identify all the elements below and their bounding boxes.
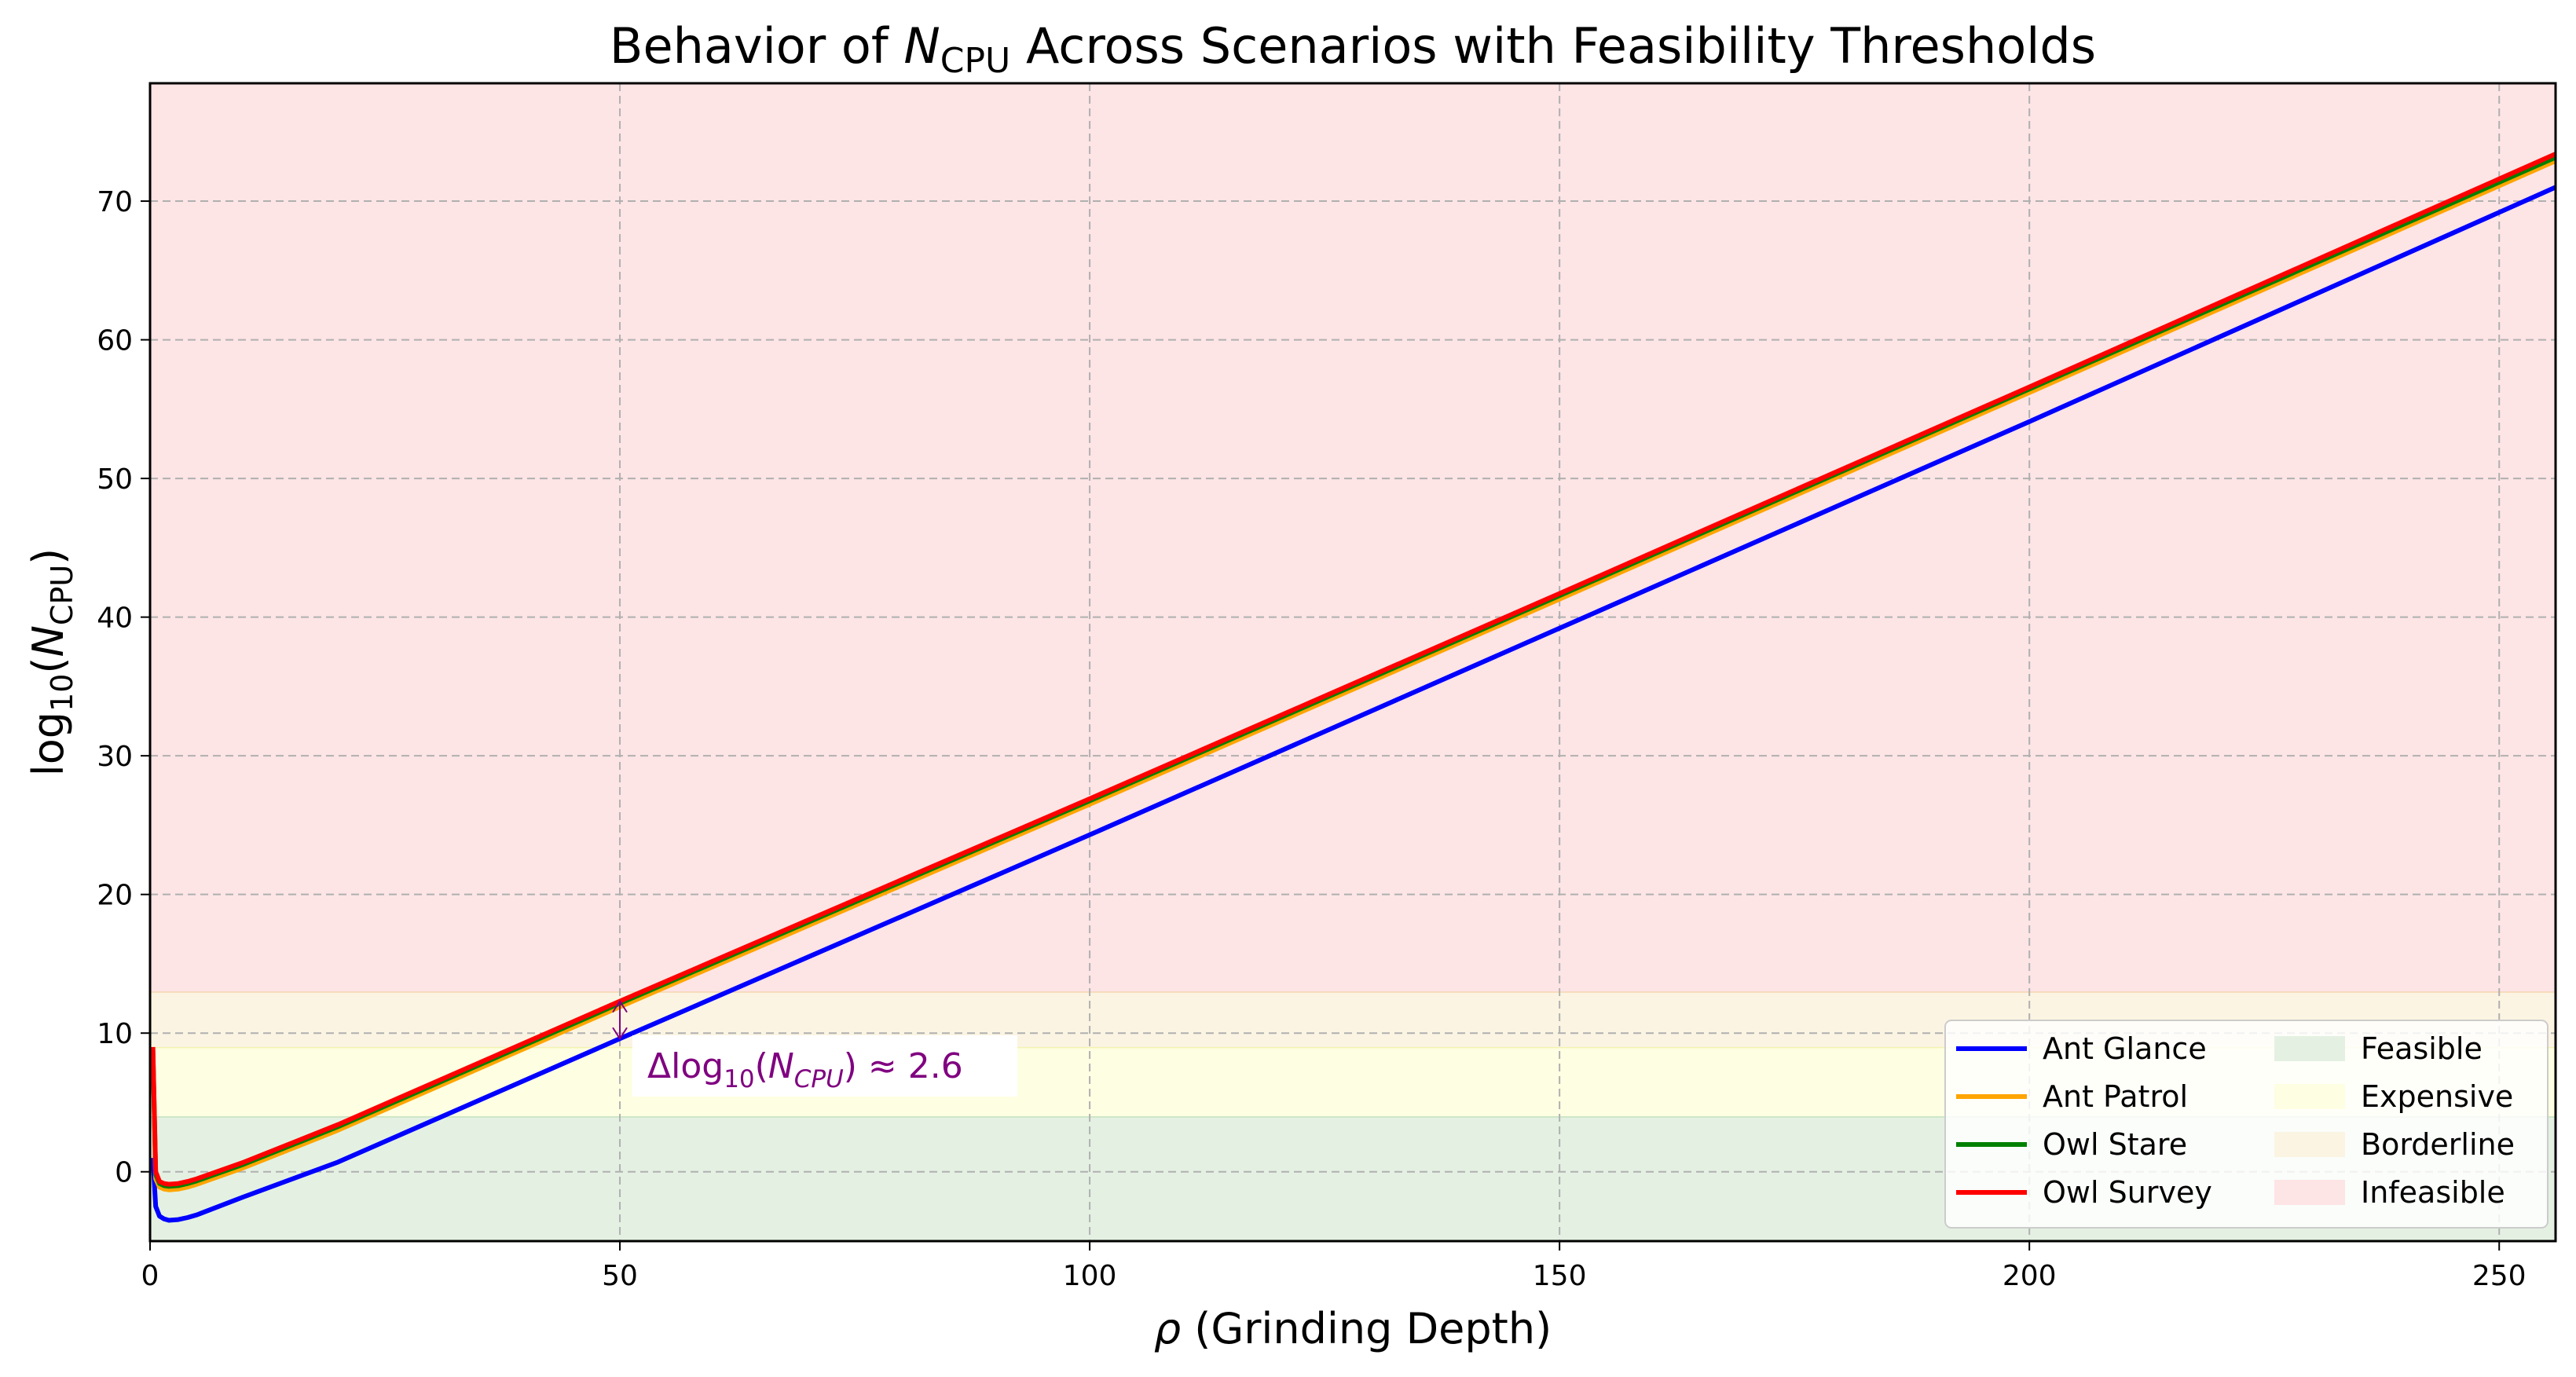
legend-box [1944, 1020, 2549, 1229]
x-tick-label: 100 [1063, 1260, 1117, 1292]
annotation-label: Δlog10(NCPU) ≈ 2.6 [647, 1046, 963, 1093]
legend-swatch-borderline [2274, 1132, 2345, 1157]
y-tick-label: 40 [97, 602, 133, 635]
x-tick-label: 50 [602, 1260, 638, 1292]
delta-annotation: Δlog10(NCPU) ≈ 2.6 [612, 999, 1017, 1097]
legend-series-entries: Ant Glance Ant Patrol Owl Stare Owl Survey [1956, 1031, 2212, 1210]
annotation-arrowhead-bottom [612, 1027, 628, 1041]
legend-label-owl-stare: Owl Stare [2043, 1127, 2187, 1162]
y-axis-label: log10(NCPU) [24, 548, 79, 777]
y-tick-label: 10 [97, 1018, 133, 1050]
x-tick-label: 0 [141, 1260, 159, 1292]
x-tick-label: 250 [2472, 1260, 2527, 1292]
legend-swatch-infeasible [2274, 1180, 2345, 1205]
y-axis-ticks: 0 10 20 30 40 50 60 70 [97, 186, 150, 1189]
x-tick-label: 200 [2003, 1260, 2057, 1292]
legend-swatch-expensive [2274, 1084, 2345, 1109]
region-infeasible [150, 83, 2556, 992]
y-tick-label: 50 [97, 463, 133, 496]
legend-label-feasible: Feasible [2361, 1031, 2483, 1066]
x-axis-ticks: 0 50 100 150 200 250 [141, 1241, 2527, 1292]
x-axis-label: ρ (Grinding Depth) [1154, 1304, 1552, 1353]
legend-label-borderline: Borderline [2361, 1127, 2515, 1162]
series-line-ant-patrol [150, 159, 2556, 1192]
y-tick-label: 60 [97, 325, 133, 357]
legend-label-expensive: Expensive [2361, 1079, 2513, 1114]
y-tick-label: 0 [115, 1157, 133, 1189]
y-tick-label: 30 [97, 741, 133, 773]
y-tick-label: 20 [97, 880, 133, 912]
x-tick-label: 150 [1533, 1260, 1587, 1292]
legend-region-entries: Feasible Expensive Borderline Infeasible [2274, 1031, 2515, 1210]
annotation-arrowhead-top [612, 999, 628, 1013]
series-lines [150, 152, 2556, 1223]
series-line-ant-glance [150, 185, 2556, 1223]
annotation-box [632, 1035, 1017, 1097]
series-line-owl-survey [150, 152, 2556, 1187]
legend-label-infeasible: Infeasible [2361, 1175, 2505, 1210]
chart-title: Behavior of NCPU Across Scenarios with F… [610, 17, 2096, 81]
legend-swatch-feasible [2274, 1036, 2345, 1061]
feasibility-regions [150, 83, 2556, 1241]
y-tick-label: 70 [97, 186, 133, 218]
plot-frame [148, 82, 2557, 1243]
legend-label-ant-patrol: Ant Patrol [2043, 1079, 2188, 1114]
legend-label-owl-survey: Owl Survey [2043, 1175, 2212, 1210]
legend-label-ant-glance: Ant Glance [2043, 1031, 2207, 1066]
